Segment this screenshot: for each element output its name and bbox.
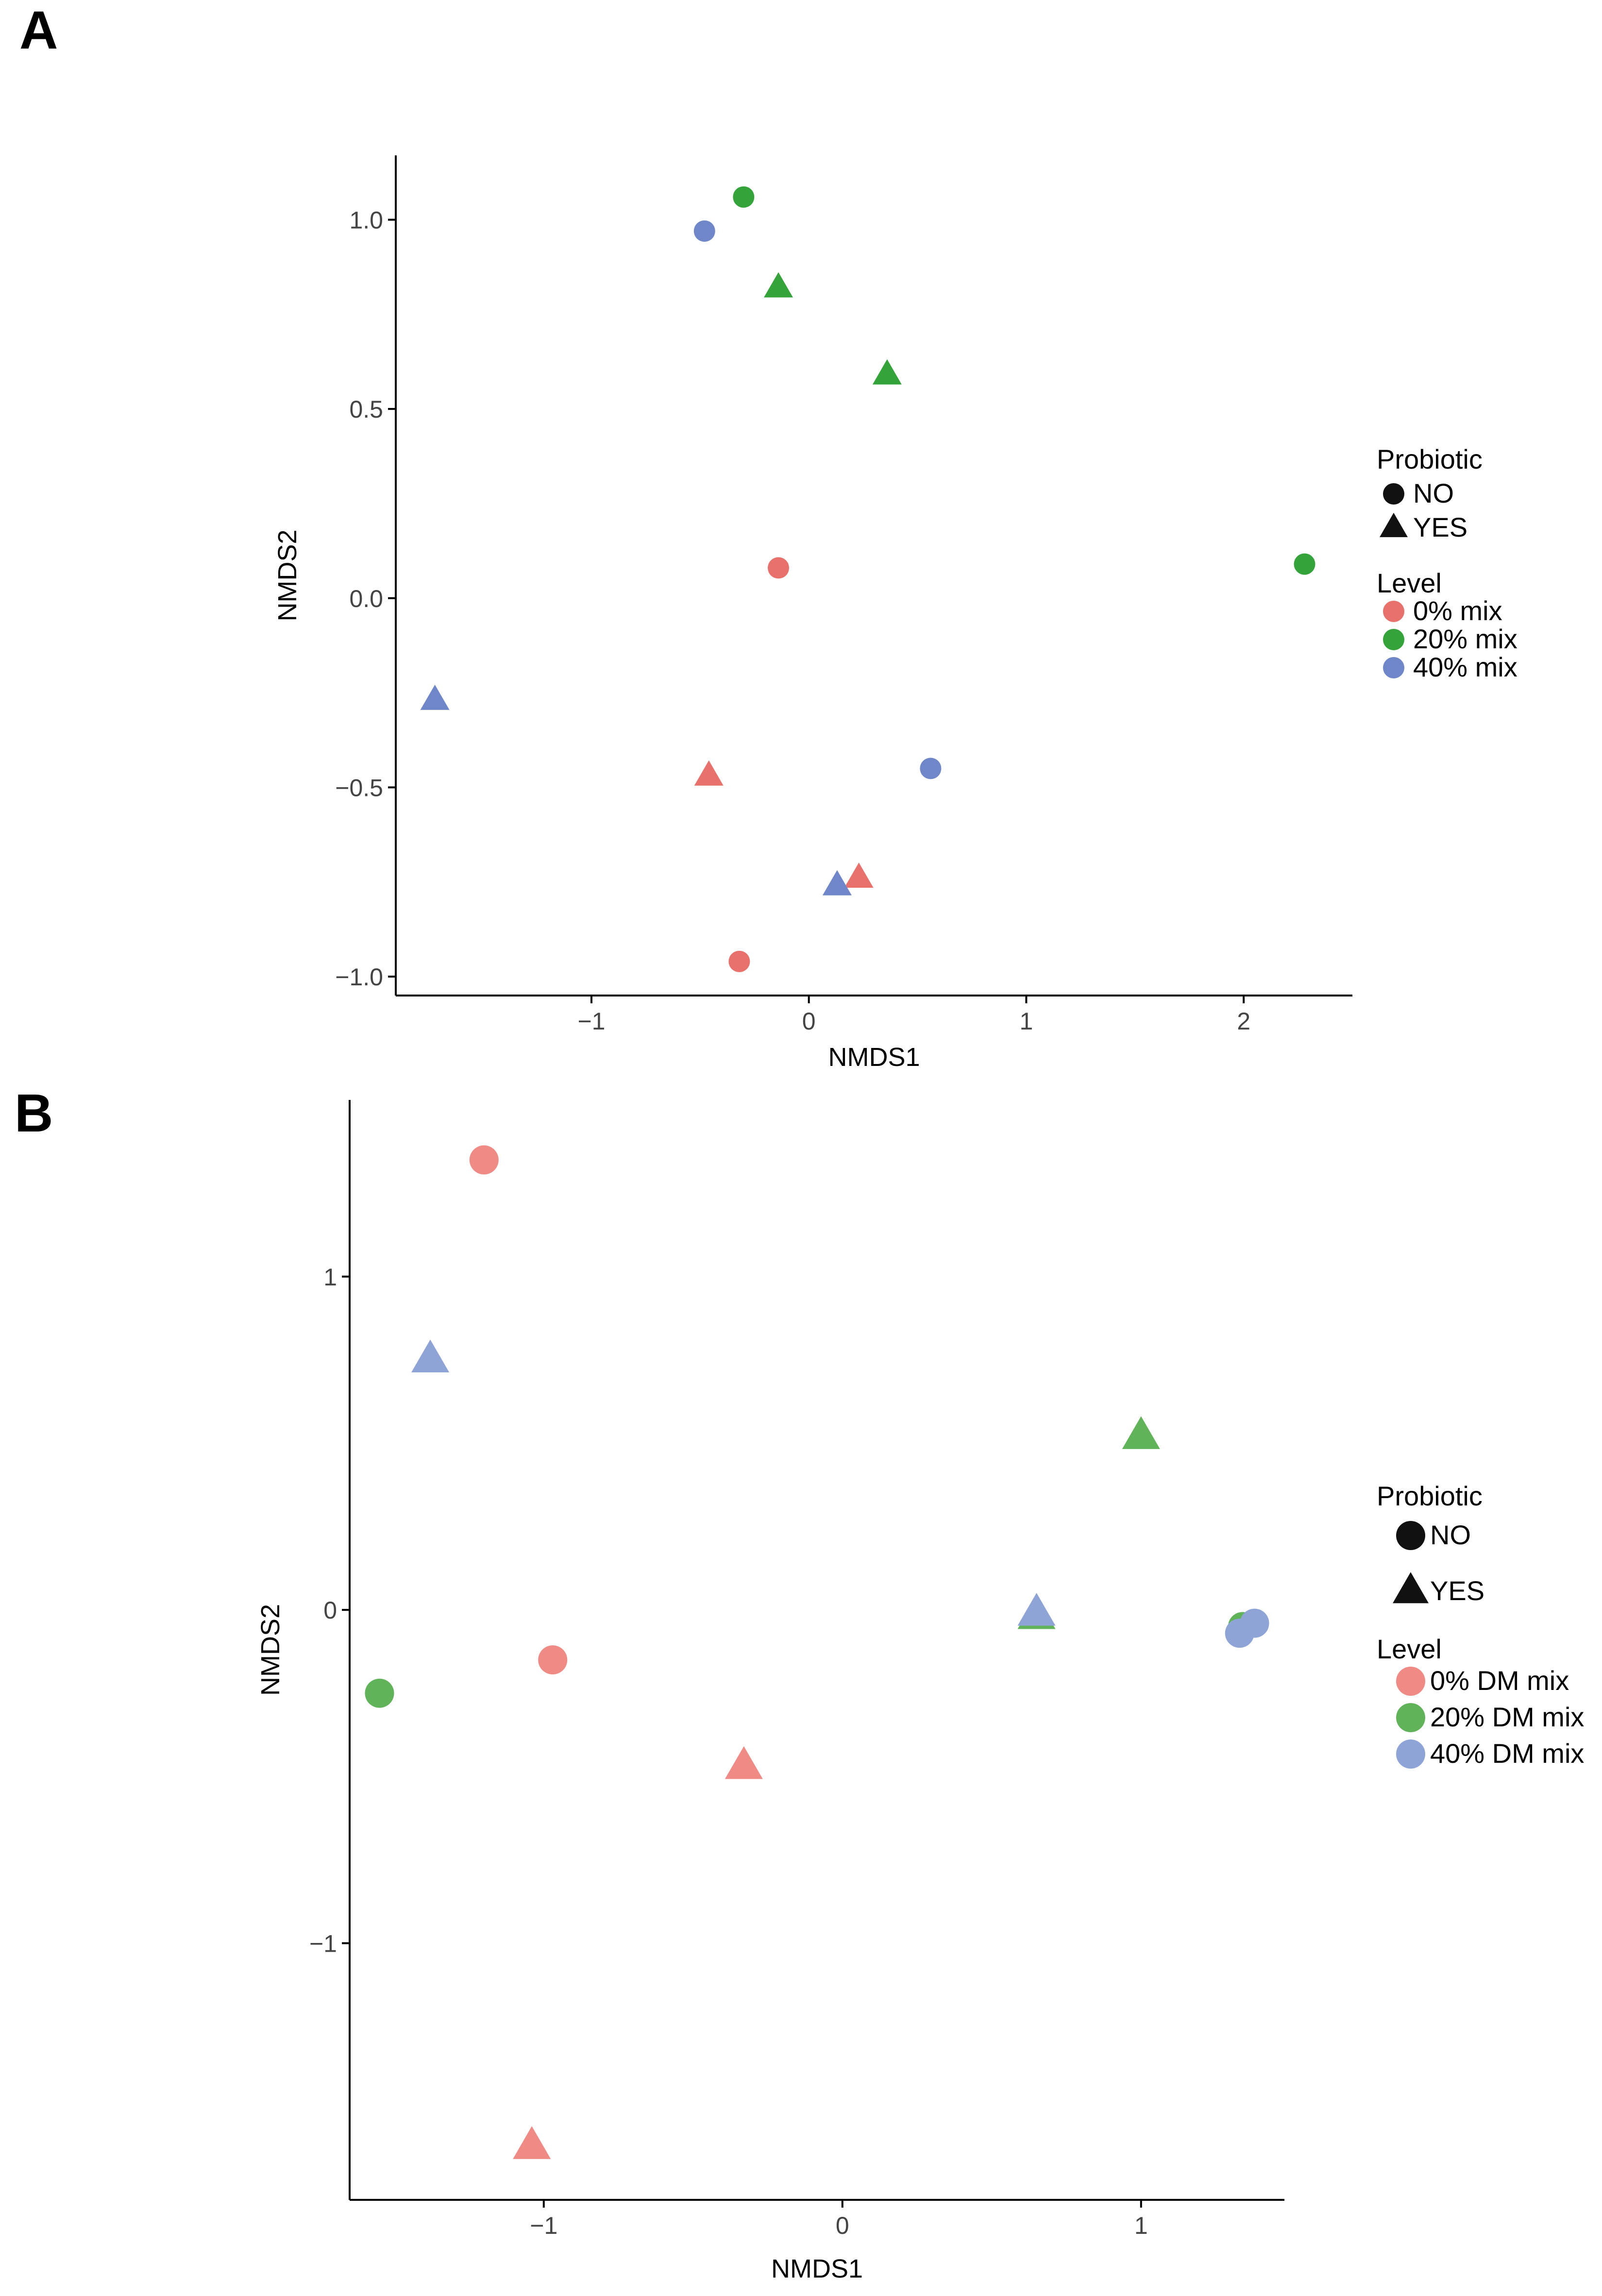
data-point-triangle: [1017, 1593, 1056, 1626]
y-tick-label: 0: [323, 1597, 337, 1624]
y-tick-label: 0.5: [349, 396, 383, 423]
data-point-triangle: [1122, 1416, 1160, 1449]
y-tick-label: 0.0: [349, 585, 383, 612]
legend-probiotic-title: Probiotic: [1377, 444, 1483, 474]
data-point-circle: [1294, 553, 1315, 575]
chart-a: −1 0 1 2 −1.0 −0.5 0.0 0.5 1.0 NMDS1 NMDS2 Probioti…: [273, 155, 1518, 1072]
data-point-circle: [728, 950, 750, 972]
x-tick-label: 2: [1237, 1008, 1250, 1035]
x-tick-label: −1: [577, 1008, 605, 1035]
y-tick-label: −1.0: [335, 963, 383, 991]
data-point-triangle: [822, 870, 852, 895]
x-tick-label: 0: [836, 2212, 849, 2239]
legend-level-label: 20% mix: [1413, 624, 1518, 654]
y-axis-label: NMDS2: [256, 1604, 285, 1696]
chart-b: −1 0 1 −1 0 1 NMDS1 NMDS2 Probiotic NO YES Level0% …: [256, 1100, 1584, 2283]
x-tick-label: 1: [1134, 2212, 1148, 2239]
y-tick-label: 1: [323, 1264, 337, 1291]
x-axis-label: NMDS1: [771, 2254, 863, 2283]
legend-triangle-icon: [1393, 1572, 1429, 1604]
data-point-circle: [733, 186, 755, 208]
data-point-circle: [693, 220, 715, 242]
data-point-circle: [920, 758, 942, 779]
data-point-circle: [1225, 1619, 1254, 1648]
data-point-circle: [538, 1645, 568, 1675]
panel-a-label: A: [19, 0, 58, 60]
legend-level-swatch: [1396, 1739, 1425, 1769]
legend-level-swatch: [1383, 657, 1404, 678]
data-point-circle: [365, 1678, 394, 1708]
data-point-circle: [469, 1145, 499, 1175]
legend-level-swatch: [1383, 629, 1404, 650]
data-point-triangle: [725, 1746, 763, 1779]
data-point-triangle: [844, 862, 874, 888]
legend-level-swatch: [1396, 1667, 1425, 1696]
legend-shape-label: NO: [1413, 478, 1454, 508]
legend-circle-icon: [1383, 483, 1404, 505]
legend-level-label: 40% mix: [1413, 652, 1518, 682]
legend-level-swatch: [1383, 601, 1404, 622]
data-point-triangle: [420, 684, 450, 710]
y-tick-label: −0.5: [335, 774, 383, 801]
legend-level-title: Level: [1377, 1634, 1442, 1664]
data-point-triangle: [872, 359, 902, 385]
legend-level-label: 0% DM mix: [1430, 1665, 1569, 1696]
x-axis-label: NMDS1: [828, 1043, 920, 1072]
y-axis-label: NMDS2: [273, 529, 302, 621]
data-point-circle: [768, 557, 789, 579]
legend-level-title: Level: [1377, 568, 1442, 598]
data-point-triangle: [513, 2126, 551, 2159]
data-point-triangle: [764, 272, 793, 298]
x-tick-label: −1: [530, 2212, 557, 2239]
legend-shape-label: YES: [1430, 1575, 1484, 1606]
legend-probiotic-title: Probiotic: [1377, 1481, 1483, 1511]
legend-level-swatch: [1396, 1703, 1425, 1732]
legend-level-label: 0% mix: [1413, 595, 1502, 626]
x-tick-label: 1: [1020, 1008, 1033, 1035]
legend-level-label: 40% DM mix: [1430, 1738, 1584, 1769]
legend-level-label: 20% DM mix: [1430, 1702, 1584, 1732]
legend-triangle-icon: [1380, 512, 1408, 538]
data-point-triangle: [694, 760, 724, 786]
legend-circle-icon: [1396, 1521, 1425, 1550]
y-tick-label: 1.0: [349, 206, 383, 234]
x-tick-label: 0: [802, 1008, 816, 1035]
y-tick-label: −1: [309, 1930, 337, 1958]
legend-shape-label: NO: [1430, 1519, 1471, 1550]
data-point-triangle: [411, 1339, 450, 1373]
panel-b-label: B: [15, 1083, 53, 1143]
legend-shape-label: YES: [1413, 512, 1467, 542]
